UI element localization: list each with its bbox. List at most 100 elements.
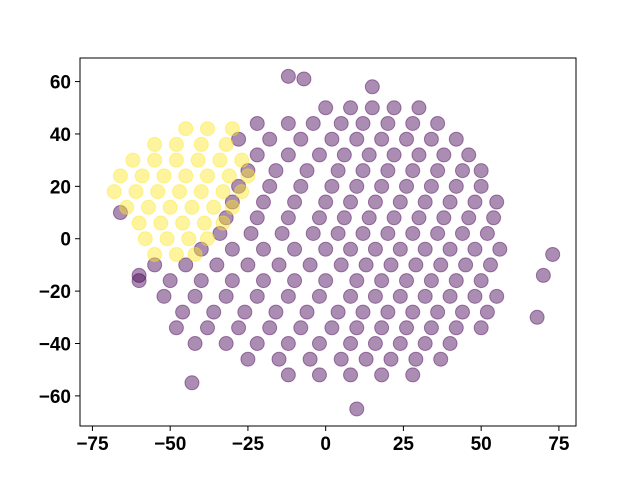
- point: [374, 367, 390, 383]
- point: [386, 210, 402, 226]
- point: [193, 241, 209, 257]
- point: [361, 147, 377, 163]
- point: [442, 335, 458, 351]
- point: [333, 257, 349, 273]
- point: [255, 241, 271, 257]
- point: [224, 199, 240, 215]
- point: [224, 241, 240, 257]
- point: [302, 351, 318, 367]
- point: [168, 136, 184, 152]
- point: [178, 168, 194, 184]
- point: [467, 288, 483, 304]
- point: [249, 288, 265, 304]
- point: [206, 199, 222, 215]
- point: [280, 335, 296, 351]
- point: [408, 351, 424, 367]
- point: [206, 304, 222, 320]
- point: [131, 273, 147, 289]
- point: [529, 309, 545, 325]
- point: [159, 231, 175, 247]
- point: [231, 320, 247, 336]
- point: [106, 184, 122, 200]
- point: [187, 246, 203, 262]
- point: [280, 367, 296, 383]
- point: [392, 335, 408, 351]
- point: [199, 168, 215, 184]
- y-tick-label: −40: [39, 334, 71, 355]
- point: [287, 194, 303, 210]
- point: [178, 257, 194, 273]
- point: [343, 335, 359, 351]
- point: [458, 257, 474, 273]
- point: [287, 241, 303, 257]
- point: [318, 241, 334, 257]
- point: [399, 131, 415, 147]
- point: [140, 199, 156, 215]
- point: [380, 225, 396, 241]
- point: [168, 152, 184, 168]
- point: [392, 288, 408, 304]
- point: [150, 184, 166, 200]
- point: [199, 231, 215, 247]
- point: [293, 320, 309, 336]
- point: [181, 231, 197, 247]
- point: [324, 131, 340, 147]
- point: [473, 178, 489, 194]
- point: [218, 335, 234, 351]
- point: [302, 257, 318, 273]
- point: [249, 210, 265, 226]
- point: [482, 257, 498, 273]
- point: [168, 246, 184, 262]
- point: [442, 194, 458, 210]
- point: [172, 184, 188, 200]
- point: [430, 115, 446, 131]
- point: [271, 257, 287, 273]
- point: [408, 257, 424, 273]
- point: [268, 163, 284, 179]
- point: [112, 205, 128, 221]
- point: [224, 273, 240, 289]
- point: [430, 304, 446, 320]
- y-tick-label: −60: [39, 387, 71, 408]
- point: [215, 184, 231, 200]
- point: [349, 320, 365, 336]
- x-tick-label: 25: [393, 434, 415, 455]
- point: [461, 147, 477, 163]
- point: [162, 273, 178, 289]
- point: [392, 194, 408, 210]
- point: [399, 178, 415, 194]
- point: [386, 100, 402, 116]
- point: [343, 367, 359, 383]
- point: [399, 273, 415, 289]
- point: [231, 131, 247, 147]
- point: [255, 273, 271, 289]
- point: [355, 115, 371, 131]
- point: [112, 168, 128, 184]
- point: [433, 351, 449, 367]
- point: [249, 147, 265, 163]
- point: [280, 288, 296, 304]
- point: [287, 273, 303, 289]
- point: [454, 225, 470, 241]
- y-tick-label: 40: [50, 125, 71, 146]
- point: [417, 194, 433, 210]
- point: [355, 163, 371, 179]
- point: [318, 100, 334, 116]
- point: [405, 304, 421, 320]
- point: [367, 288, 383, 304]
- point: [423, 178, 439, 194]
- point: [473, 320, 489, 336]
- point: [361, 210, 377, 226]
- plot-frame: [79, 57, 577, 427]
- point: [448, 131, 464, 147]
- point: [343, 100, 359, 116]
- point: [473, 273, 489, 289]
- point: [262, 320, 278, 336]
- point: [274, 225, 290, 241]
- point: [168, 320, 184, 336]
- point: [454, 163, 470, 179]
- point: [240, 163, 256, 179]
- point: [318, 273, 334, 289]
- point: [417, 288, 433, 304]
